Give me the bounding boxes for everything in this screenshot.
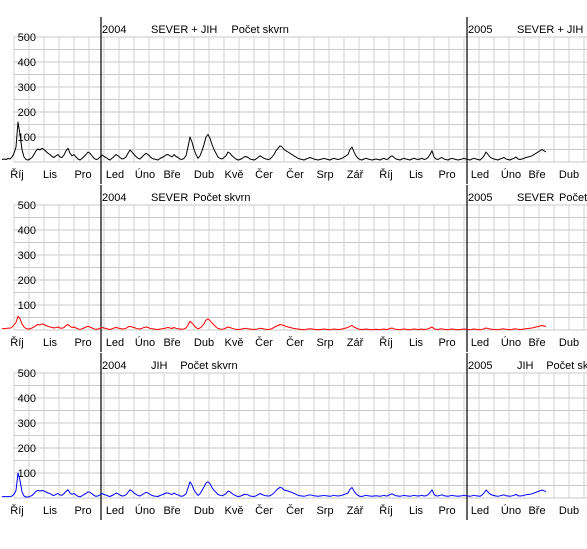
y-tick-label: 200 (18, 443, 36, 455)
x-tick-label: Pro (74, 169, 91, 181)
y-tick-label: 500 (18, 200, 36, 212)
year-label: 2004 (102, 360, 126, 372)
y-tick-label: 100 (18, 468, 36, 480)
metric-label: Počet skvrn (546, 360, 587, 372)
x-tick-label: Led (106, 337, 124, 349)
year-label: 2004 (102, 192, 126, 204)
year-label: 2005 (468, 192, 492, 204)
x-tick-label: Lis (43, 169, 58, 181)
x-tick-label: Dub (194, 505, 214, 517)
x-tick-label: Úno (501, 504, 521, 517)
x-tick-label: Pro (438, 337, 455, 349)
x-tick-label: Čer (286, 504, 304, 517)
x-tick-label: Říj (10, 336, 23, 349)
x-tick-label: Úno (135, 168, 155, 181)
x-tick-label: Led (471, 169, 489, 181)
series-line (1, 472, 547, 498)
y-tick-label: 500 (18, 32, 36, 44)
x-tick-label: Čer (255, 504, 273, 517)
x-tick-label: Úno (135, 336, 155, 349)
y-tick-label: 400 (18, 57, 36, 69)
x-tick-label: Bře (528, 169, 545, 181)
x-tick-label: Lis (409, 337, 424, 349)
y-tick-label: 400 (18, 393, 36, 405)
x-tick-label: Led (106, 169, 124, 181)
x-tick-label: Bře (528, 505, 545, 517)
x-tick-label: Dub (559, 505, 579, 517)
series-line (1, 315, 547, 331)
x-tick-label: Srp (316, 505, 333, 517)
x-tick-label: Pro (74, 337, 91, 349)
x-tick-label: Lis (43, 505, 58, 517)
x-tick-label: Srp (316, 337, 333, 349)
y-tick-label: 300 (18, 418, 36, 430)
series-line (1, 121, 547, 161)
x-tick-label: Úno (501, 168, 521, 181)
x-tick-label: Dub (559, 169, 579, 181)
series-label: JIH (517, 360, 534, 372)
x-tick-label: Úno (501, 336, 521, 349)
x-tick-label: Lis (409, 169, 424, 181)
metric-label: Počet skvrn (559, 192, 587, 204)
x-tick-label: Říj (379, 504, 392, 517)
x-tick-label: Zář (347, 169, 364, 181)
x-tick-label: Říj (10, 168, 23, 181)
x-tick-label: Kvě (225, 169, 244, 181)
y-tick-label: 100 (18, 132, 36, 144)
series-label: SEVER + JIH (517, 24, 583, 36)
x-tick-label: Pro (438, 169, 455, 181)
y-tick-label: 200 (18, 107, 36, 119)
x-tick-label: Bře (163, 337, 180, 349)
x-tick-label: Říj (10, 504, 23, 517)
year-label: 2005 (468, 360, 492, 372)
x-tick-label: Čer (255, 168, 273, 181)
year-label: 2004 (102, 24, 126, 36)
series-label: JIH (151, 360, 168, 372)
series-label: SEVER + JIH (151, 24, 217, 36)
x-tick-label: Říj (379, 168, 392, 181)
metric-label: Počet skvrn (231, 24, 288, 36)
y-tick-label: 300 (18, 250, 36, 262)
x-tick-label: Pro (74, 505, 91, 517)
x-tick-label: Lis (409, 505, 424, 517)
x-tick-label: Led (471, 505, 489, 517)
y-tick-label: 500 (18, 368, 36, 380)
x-tick-label: Led (471, 337, 489, 349)
x-tick-label: Bře (163, 169, 180, 181)
x-tick-label: Bře (528, 337, 545, 349)
x-tick-label: Led (106, 505, 124, 517)
x-tick-label: Zář (347, 337, 364, 349)
x-tick-label: Říj (379, 336, 392, 349)
series-label: SEVER (151, 192, 188, 204)
x-tick-label: Lis (43, 337, 58, 349)
x-tick-label: Čer (286, 336, 304, 349)
metric-label: Počet skvrn (193, 192, 250, 204)
x-tick-label: Čer (286, 168, 304, 181)
x-tick-label: Úno (135, 504, 155, 517)
y-tick-label: 400 (18, 225, 36, 237)
x-tick-label: Srp (316, 169, 333, 181)
x-tick-label: Čer (255, 336, 273, 349)
x-tick-label: Dub (194, 169, 214, 181)
x-tick-label: Dub (559, 337, 579, 349)
x-tick-label: Kvě (225, 337, 244, 349)
x-tick-label: Zář (347, 505, 364, 517)
series-label: SEVER (517, 192, 554, 204)
y-tick-label: 100 (18, 300, 36, 312)
y-tick-label: 200 (18, 275, 36, 287)
x-tick-label: Kvě (225, 505, 244, 517)
x-tick-label: Bře (163, 505, 180, 517)
x-tick-label: Pro (438, 505, 455, 517)
year-label: 2005 (468, 24, 492, 36)
y-tick-label: 300 (18, 82, 36, 94)
metric-label: Počet skvrn (180, 360, 237, 372)
x-tick-label: Dub (194, 337, 214, 349)
